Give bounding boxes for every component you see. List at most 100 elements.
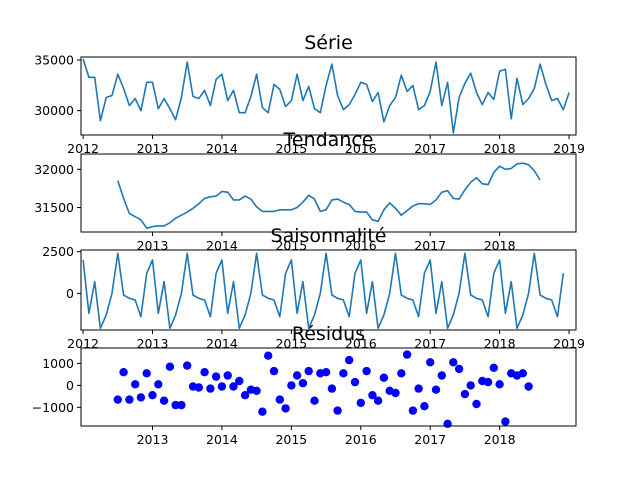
x-tick-label: 2017: [414, 238, 446, 253]
y-tick-label: 31500: [34, 200, 74, 215]
residual-point: [426, 358, 435, 367]
residual-point: [449, 358, 458, 367]
residual-point: [443, 419, 452, 428]
residual-point: [148, 391, 157, 400]
panel-title: Tendance: [283, 129, 374, 151]
residual-point: [287, 381, 296, 390]
x-tick-label: 2015: [275, 336, 307, 351]
residual-point: [345, 355, 354, 365]
residual-point: [177, 400, 186, 410]
seasonality-panel: 2012 2013 2014 2015 2016 2017 2018 2019 0 2500 Sai…: [42, 225, 585, 351]
x-tick-label: 2012: [67, 141, 99, 156]
residual-point: [501, 417, 510, 426]
y-tick-label: 0: [66, 378, 74, 393]
y-tick-label: 2500: [42, 244, 74, 259]
residual-point: [298, 379, 308, 388]
residual-point: [397, 369, 406, 378]
residual-point: [339, 369, 348, 378]
residual-point: [483, 377, 493, 387]
panel-title: Saisonnalité: [271, 225, 387, 247]
residual-point: [235, 376, 244, 386]
y-tick-label: 1000: [42, 356, 74, 371]
panel-title: Série: [304, 32, 353, 54]
residual-point: [159, 396, 169, 405]
residual-point: [350, 377, 360, 387]
residual-point: [154, 380, 163, 389]
residual-point: [194, 383, 203, 392]
x-tick-label: 2017: [414, 432, 446, 447]
residual-point: [206, 384, 215, 393]
residual-point: [131, 380, 140, 389]
residual-point: [518, 369, 527, 378]
y-tick-label: 35000: [34, 53, 74, 68]
x-tick-label: 2017: [414, 141, 446, 156]
residual-point: [119, 368, 128, 377]
residual-point: [466, 381, 475, 390]
residual-point: [142, 369, 151, 378]
x-tick-label: 2016: [345, 141, 377, 156]
series-panel: 2012 2013 2014 2015 2016 2017 2018 2019 30000 350…: [34, 32, 585, 156]
residual-point: [275, 395, 284, 404]
x-tick-label: 2014: [206, 432, 238, 447]
residual-point: [292, 371, 302, 380]
x-tick-label: 2018: [484, 141, 516, 156]
residual-point: [333, 406, 342, 415]
axes-frame: [80, 153, 577, 233]
x-tick-label: 2014: [206, 238, 238, 253]
y-tick-label: 32000: [34, 162, 74, 177]
residual-point: [431, 385, 441, 394]
residual-point: [379, 373, 389, 382]
residual-point: [136, 393, 146, 402]
residual-point: [495, 380, 504, 389]
x-tick-label: 2018: [484, 336, 516, 351]
axes-frame: [80, 249, 577, 331]
y-tick-label: −1000: [32, 400, 74, 415]
residual-point: [211, 372, 221, 381]
residual-point: [472, 399, 481, 409]
residual-point: [258, 407, 267, 416]
residual-point: [524, 382, 533, 391]
x-tick-label: 2018: [484, 238, 516, 253]
residual-point: [264, 351, 273, 360]
residual-point: [321, 368, 331, 377]
x-tick-label: 2013: [137, 238, 169, 253]
residual-point: [460, 389, 470, 399]
residual-point: [229, 382, 238, 391]
residual-point: [165, 362, 175, 371]
axes-frame: [80, 56, 577, 136]
panel-title: Résidus: [292, 323, 365, 345]
x-tick-label: 2014: [206, 336, 238, 351]
residual-point: [356, 398, 365, 408]
x-tick-label: 2017: [414, 336, 446, 351]
residual-point: [217, 382, 227, 391]
residual-point: [304, 366, 313, 376]
residual-point: [391, 388, 400, 398]
residual-point: [489, 363, 498, 372]
x-tick-label: 2016: [345, 336, 377, 351]
residual-point: [408, 406, 418, 415]
residual-point: [454, 364, 464, 374]
residual-point: [327, 384, 337, 393]
series-line: [117, 162, 541, 229]
residual-point: [171, 400, 180, 410]
residual-point: [310, 396, 319, 405]
residual-point: [223, 371, 232, 380]
residual-point: [414, 384, 423, 393]
residual-point: [437, 371, 446, 380]
x-tick-label: 2016: [345, 238, 377, 253]
x-tick-label: 2014: [206, 141, 238, 156]
residual-point: [200, 368, 209, 377]
x-tick-label: 2012: [67, 336, 99, 351]
x-tick-label: 2013: [137, 336, 169, 351]
residual-point: [183, 361, 192, 370]
residual-point: [368, 391, 377, 400]
residual-point: [240, 391, 250, 400]
series-line: [82, 58, 570, 134]
x-tick-label: 2018: [484, 432, 516, 447]
y-tick-label: 30000: [34, 103, 74, 118]
axes-frame: [80, 347, 577, 427]
x-tick-label: 2013: [137, 432, 169, 447]
residuals-panel: 2013 2014 2015 2016 2017 2018 −1000 0 1000 Résidu…: [32, 323, 577, 447]
y-tick-label: 0: [66, 286, 74, 301]
